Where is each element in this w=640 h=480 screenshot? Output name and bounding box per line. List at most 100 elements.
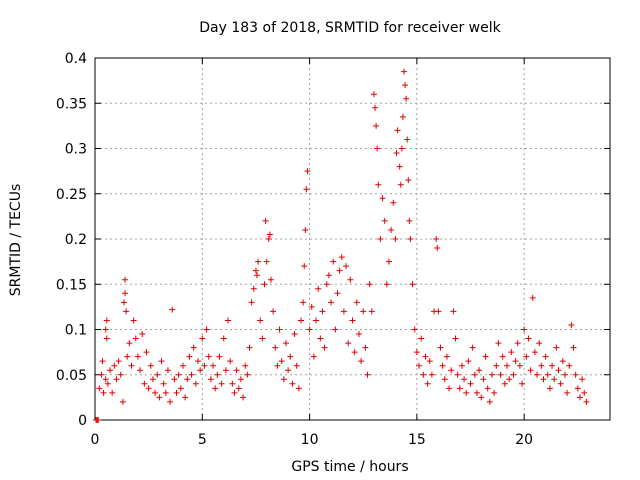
axis-ticks: 0 0.05 0.1 0.15 0.2 0.25 0.3 0.35 0.4 0 5 10 15 20 [56, 51, 610, 448]
data-point [488, 371, 495, 378]
data-point [353, 299, 360, 306]
data-point [426, 358, 433, 365]
data-point [278, 358, 285, 365]
data-point [402, 82, 409, 89]
data-point [233, 367, 240, 374]
data-point [388, 226, 395, 233]
data-point [272, 344, 279, 351]
data-point [544, 371, 551, 378]
data-point [355, 331, 362, 338]
data-point [349, 317, 356, 324]
data-point [334, 290, 341, 297]
data-point [216, 353, 223, 360]
data-point [199, 335, 206, 342]
data-point [405, 177, 412, 184]
data-point [416, 362, 423, 369]
data-point [158, 358, 165, 365]
data-point [579, 376, 586, 383]
data-point [302, 226, 309, 233]
data-point [486, 398, 493, 405]
x-tick-label: 10 [301, 432, 319, 448]
data-point [295, 385, 302, 392]
data-point [531, 349, 538, 356]
data-point [298, 317, 304, 324]
data-point [390, 199, 397, 206]
data-point [407, 236, 414, 242]
data-point [321, 344, 328, 351]
data-point [134, 353, 141, 360]
data-point [463, 389, 470, 396]
chart-title: Day 183 of 2018, SRMTID for receiver wel… [199, 20, 501, 36]
data-point [147, 362, 154, 369]
data-point [424, 380, 431, 387]
data-point [482, 353, 489, 360]
data-point [450, 308, 457, 315]
data-point [362, 344, 369, 351]
data-point [145, 385, 152, 392]
data-point [192, 380, 199, 387]
data-point [506, 376, 513, 383]
data-point [403, 95, 410, 102]
data-point [240, 394, 247, 401]
data-point [469, 344, 476, 351]
data-point [319, 308, 326, 315]
x-tick-label: 5 [198, 432, 207, 448]
y-tick-label: 0.05 [56, 368, 87, 384]
data-point [338, 254, 345, 261]
data-point [139, 331, 146, 338]
data-point [523, 353, 530, 360]
plot-frame [94, 57, 611, 421]
data-point [175, 371, 182, 378]
x-axis-label: GPS time / hours [291, 459, 408, 475]
data-point [96, 385, 103, 392]
data-point [287, 353, 294, 360]
data-point [559, 358, 566, 365]
data-point [377, 236, 384, 242]
data-point [222, 367, 229, 374]
data-point [252, 267, 259, 274]
data-point [497, 371, 504, 378]
data-point [491, 389, 498, 396]
data-point [343, 263, 350, 270]
data-point [167, 398, 174, 405]
data-point [385, 258, 392, 265]
data-point [512, 358, 519, 365]
grid [95, 58, 610, 420]
data-point [448, 367, 455, 374]
data-point [566, 362, 573, 369]
data-point [516, 362, 523, 369]
data-point [207, 376, 214, 383]
data-point [109, 389, 116, 396]
data-point [244, 371, 251, 378]
data-point [218, 380, 225, 387]
data-point [186, 353, 193, 360]
data-point [210, 362, 217, 369]
data-point [182, 394, 189, 401]
data-point [164, 367, 171, 374]
data-point [152, 389, 159, 396]
data-point [276, 326, 283, 333]
data-point [300, 299, 307, 306]
data-point [308, 303, 315, 310]
data-point [521, 326, 528, 333]
data-point [557, 380, 564, 387]
y-tick-label: 0.2 [65, 232, 87, 248]
data-point [394, 127, 401, 134]
data-point [439, 362, 446, 369]
data-point [289, 380, 296, 387]
data-point [441, 376, 448, 383]
data-point [257, 317, 264, 324]
data-point [205, 353, 212, 360]
data-point [366, 281, 373, 288]
data-point [360, 308, 367, 315]
data-point [250, 285, 257, 292]
data-point [381, 217, 388, 224]
data-point [214, 371, 221, 378]
data-point [179, 362, 186, 369]
data-point [246, 344, 253, 351]
data-point [171, 376, 178, 383]
data-point [265, 236, 272, 242]
data-point [280, 376, 287, 383]
data-point [461, 376, 468, 383]
data-point [98, 371, 105, 378]
